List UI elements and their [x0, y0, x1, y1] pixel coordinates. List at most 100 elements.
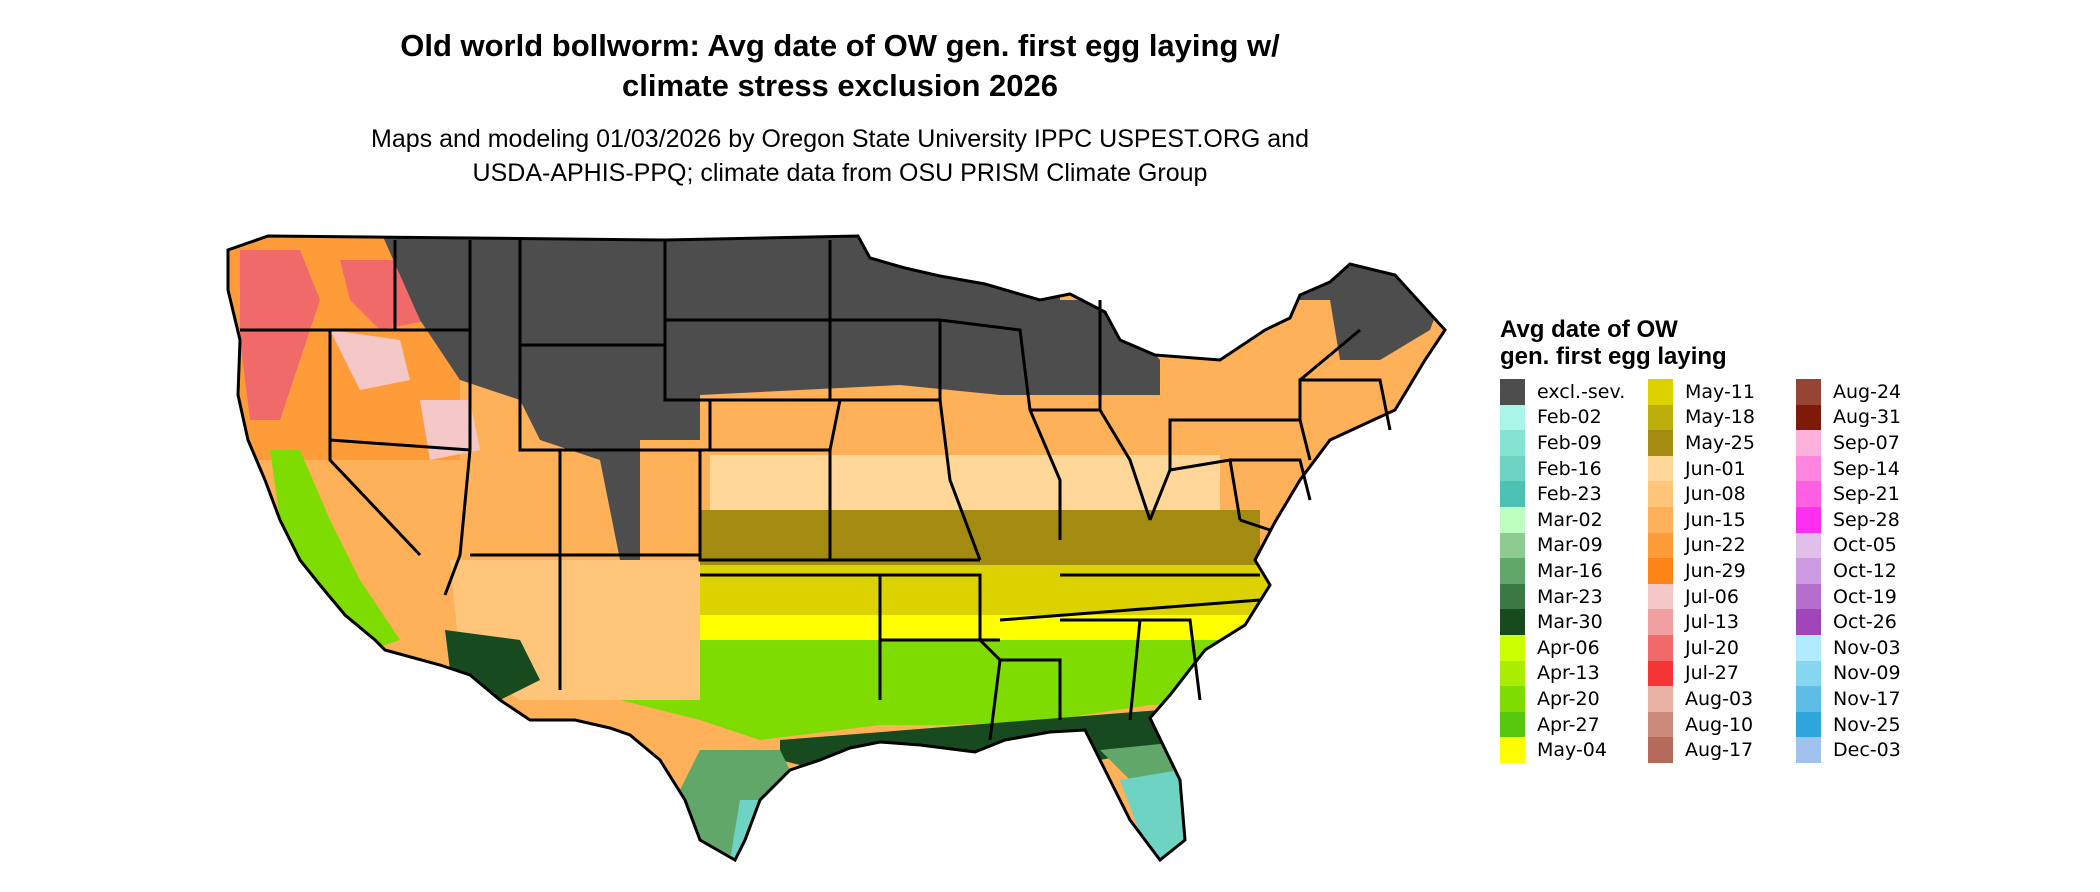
- legend-label: Sep-28: [1833, 508, 1900, 531]
- map-subtitle-line-1: Maps and modeling 01/03/2026 by Oregon S…: [371, 125, 1309, 153]
- legend-label: Feb-09: [1537, 431, 1602, 454]
- legend-item: Jun-15: [1648, 506, 1796, 533]
- legend-item: Apr-20: [1500, 686, 1648, 712]
- legend-swatch: [1796, 686, 1821, 712]
- legend-item: May-25: [1648, 430, 1796, 456]
- legend-label: Feb-23: [1537, 483, 1602, 506]
- legend-columns: excl.-sev. Feb-02 Feb-09 Feb-16 Feb-23 Mar-02…: [1500, 379, 1944, 763]
- legend-label: Jul-20: [1685, 636, 1739, 659]
- legend-swatch: [1500, 404, 1525, 431]
- map-subtitle-line-2: USDA-APHIS-PPQ; climate data from OSU PR…: [472, 159, 1208, 187]
- legend-label: Aug-31: [1833, 406, 1902, 429]
- zone-south-green: [600, 640, 1260, 740]
- legend-swatch: [1796, 481, 1821, 507]
- legend-swatch: [1648, 481, 1673, 507]
- zone-south-khaki: [600, 565, 1280, 620]
- legend-item: Jun-22: [1648, 532, 1796, 559]
- legend-swatch: [1648, 711, 1673, 738]
- legend-item: May-18: [1648, 404, 1796, 431]
- legend-label: Nov-03: [1833, 636, 1901, 659]
- legend-column: Aug-24 Aug-31 Sep-07 Sep-14 Sep-21 Sep-28 Oct-…: [1796, 379, 1944, 763]
- legend-swatch: [1796, 506, 1821, 533]
- legend-swatch: [1648, 583, 1673, 610]
- zone-excluded: [380, 236, 1160, 560]
- legend-label: excl.-sev.: [1537, 380, 1626, 403]
- legend-swatch: [1796, 532, 1821, 559]
- legend-column: May-11 May-18 May-25 Jun-01 Jun-08 Jun-15 Jun-…: [1648, 379, 1796, 763]
- legend-swatch: [1796, 737, 1821, 763]
- zone-northwest-pink: [330, 330, 480, 460]
- legend-item: Mar-02: [1500, 506, 1648, 533]
- legend-item: Dec-03: [1796, 737, 1944, 763]
- zone-northwest-red: [240, 250, 430, 420]
- legend: Avg date of OW gen. first egg laying exc…: [1500, 316, 1944, 763]
- legend-item: Nov-03: [1796, 634, 1944, 661]
- legend-swatch: [1648, 532, 1673, 559]
- zone-midwest-light: [710, 455, 1220, 515]
- legend-item: Apr-27: [1500, 711, 1648, 738]
- legend-swatch: [1500, 455, 1525, 482]
- legend-label: Apr-20: [1537, 687, 1600, 710]
- legend-label: Aug-03: [1685, 687, 1754, 710]
- legend-item: Sep-07: [1796, 430, 1944, 456]
- legend-swatch: [1796, 558, 1821, 584]
- legend-label: Apr-13: [1537, 662, 1600, 685]
- state-line-east: [1148, 328, 1392, 532]
- legend-label: Feb-16: [1537, 457, 1602, 480]
- legend-swatch: [1648, 379, 1673, 405]
- legend-swatch: [1500, 481, 1525, 507]
- legend-item: Nov-17: [1796, 686, 1944, 712]
- legend-item: Jun-01: [1648, 455, 1796, 482]
- legend-item: excl.-sev.: [1500, 379, 1648, 405]
- legend-label: Apr-27: [1537, 713, 1600, 736]
- legend-swatch: [1796, 711, 1821, 738]
- legend-swatch: [1648, 558, 1673, 584]
- legend-swatch: [1648, 686, 1673, 712]
- legend-swatch: [1500, 634, 1525, 661]
- legend-item: Oct-12: [1796, 558, 1944, 584]
- legend-item: Jun-08: [1648, 481, 1796, 507]
- legend-swatch: [1500, 583, 1525, 610]
- legend-label: Sep-14: [1833, 457, 1900, 480]
- legend-item: Mar-23: [1500, 583, 1648, 610]
- zone-florida: [730, 770, 1190, 860]
- legend-item: May-11: [1648, 379, 1796, 405]
- legend-item: Oct-26: [1796, 609, 1944, 635]
- legend-item: Sep-28: [1796, 506, 1944, 533]
- legend-label: Jun-08: [1685, 483, 1746, 506]
- legend-label: Mar-02: [1537, 508, 1603, 531]
- legend-item: Jul-06: [1648, 583, 1796, 610]
- legend-label: Oct-05: [1833, 534, 1897, 557]
- map-subtitle: Maps and modeling 01/03/2026 by Oregon S…: [300, 122, 1380, 190]
- legend-item: Apr-13: [1500, 660, 1648, 687]
- legend-item: Sep-14: [1796, 455, 1944, 482]
- legend-label: Jul-13: [1685, 611, 1739, 634]
- legend-item: Mar-30: [1500, 609, 1648, 635]
- legend-swatch: [1796, 660, 1821, 687]
- legend-swatch: [1648, 660, 1673, 687]
- legend-label: May-11: [1685, 380, 1755, 403]
- legend-item: Apr-06: [1500, 634, 1648, 661]
- legend-title: Avg date of OW gen. first egg laying: [1500, 316, 1727, 370]
- legend-swatch: [1796, 609, 1821, 635]
- legend-swatch: [1648, 737, 1673, 763]
- state-line-west: [240, 240, 472, 596]
- legend-swatch: [1648, 634, 1673, 661]
- legend-label: Nov-17: [1833, 687, 1901, 710]
- legend-label: Mar-16: [1537, 559, 1603, 582]
- legend-label: Aug-17: [1685, 739, 1754, 762]
- legend-item: Feb-02: [1500, 404, 1648, 431]
- legend-swatch: [1500, 558, 1525, 584]
- legend-label: Nov-25: [1833, 713, 1901, 736]
- legend-swatch: [1796, 455, 1821, 482]
- legend-item: Feb-09: [1500, 430, 1648, 456]
- legend-swatch: [1648, 404, 1673, 431]
- legend-label: Feb-02: [1537, 406, 1602, 429]
- legend-label: Jul-06: [1685, 585, 1739, 608]
- legend-column: excl.-sev. Feb-02 Feb-09 Feb-16 Feb-23 Mar-02…: [1500, 379, 1648, 763]
- legend-item: Oct-19: [1796, 583, 1944, 610]
- legend-label: Jun-22: [1685, 534, 1746, 557]
- legend-swatch: [1796, 404, 1821, 431]
- state-line-midwest: [830, 300, 1152, 562]
- legend-label: Dec-03: [1833, 739, 1901, 762]
